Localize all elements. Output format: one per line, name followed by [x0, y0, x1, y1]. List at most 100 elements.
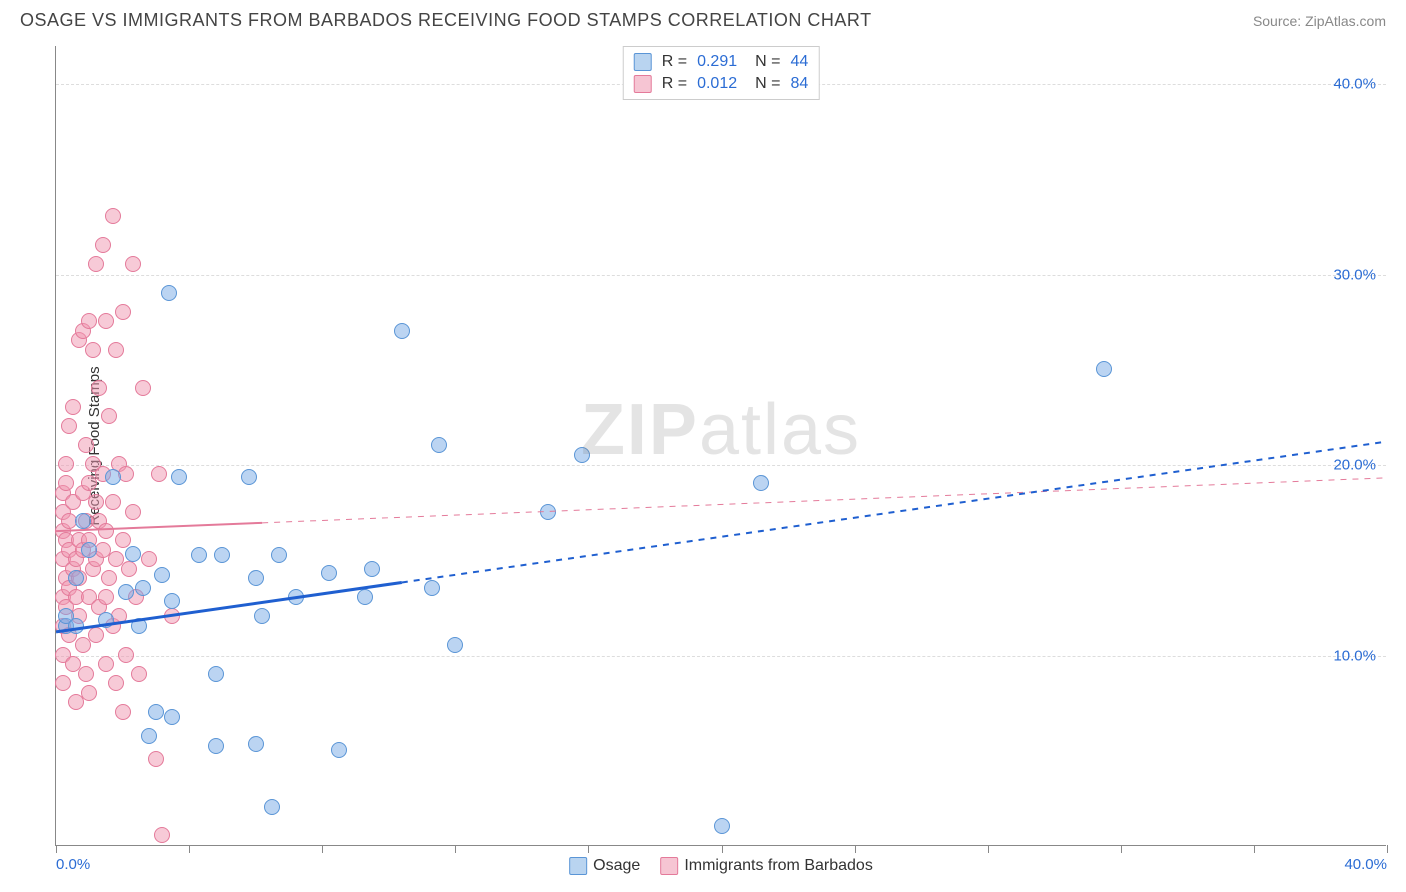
data-point	[321, 565, 337, 581]
data-point	[125, 504, 141, 520]
data-point	[394, 323, 410, 339]
data-point	[540, 504, 556, 520]
legend-bottom: Osage Immigrants from Barbados	[569, 857, 873, 875]
data-point	[85, 342, 101, 358]
data-point	[98, 612, 114, 628]
data-point	[108, 342, 124, 358]
data-point	[208, 738, 224, 754]
swatch-series2	[634, 75, 652, 93]
data-point	[91, 380, 107, 396]
data-point	[148, 704, 164, 720]
data-point	[1096, 361, 1112, 377]
data-point	[55, 675, 71, 691]
data-point	[121, 561, 137, 577]
r-value-series2: 0.012	[697, 75, 737, 93]
data-point	[81, 313, 97, 329]
data-point	[214, 547, 230, 563]
swatch-series2	[660, 857, 678, 875]
data-point	[58, 475, 74, 491]
data-point	[753, 475, 769, 491]
title-bar: OSAGE VS IMMIGRANTS FROM BARBADOS RECEIV…	[0, 0, 1406, 36]
r-label: R =	[662, 75, 687, 93]
data-point	[78, 437, 94, 453]
source-prefix: Source:	[1253, 13, 1305, 29]
data-point	[135, 380, 151, 396]
data-point	[98, 523, 114, 539]
data-point	[431, 437, 447, 453]
data-point	[364, 561, 380, 577]
data-point	[78, 666, 94, 682]
watermark-light: atlas	[699, 390, 861, 470]
grid-line	[56, 656, 1386, 657]
data-point	[357, 589, 373, 605]
data-point	[164, 593, 180, 609]
data-point	[154, 827, 170, 843]
data-point	[81, 685, 97, 701]
data-point	[88, 494, 104, 510]
data-point	[101, 570, 117, 586]
data-point	[248, 736, 264, 752]
data-point	[105, 494, 121, 510]
x-tick	[56, 845, 57, 853]
n-value-series2: 84	[790, 75, 808, 93]
legend-row-series2: R = 0.012 N = 84	[634, 73, 809, 95]
data-point	[95, 237, 111, 253]
data-point	[264, 799, 280, 815]
y-tick-label: 20.0%	[1333, 457, 1376, 474]
data-point	[254, 608, 270, 624]
y-tick-label: 40.0%	[1333, 76, 1376, 93]
data-point	[171, 469, 187, 485]
data-point	[131, 618, 147, 634]
data-point	[125, 546, 141, 562]
data-point	[161, 285, 177, 301]
data-point	[108, 675, 124, 691]
data-point	[331, 742, 347, 758]
n-label: N =	[755, 75, 780, 93]
x-tick-label: 40.0%	[1344, 856, 1387, 873]
data-point	[98, 656, 114, 672]
data-point	[105, 469, 121, 485]
data-point	[125, 256, 141, 272]
x-tick	[988, 845, 989, 853]
legend-item-series2: Immigrants from Barbados	[660, 857, 873, 875]
data-point	[271, 547, 287, 563]
data-point	[141, 551, 157, 567]
data-point	[118, 584, 134, 600]
legend-top: R = 0.291 N = 44 R = 0.012 N = 84	[623, 46, 820, 100]
data-point	[98, 313, 114, 329]
n-label: N =	[755, 53, 780, 71]
data-point	[208, 666, 224, 682]
data-point	[98, 589, 114, 605]
x-tick-label: 0.0%	[56, 856, 90, 873]
watermark: ZIPatlas	[581, 389, 861, 471]
legend-label-series2: Immigrants from Barbados	[684, 857, 873, 875]
grid-line	[56, 275, 1386, 276]
data-point	[288, 589, 304, 605]
data-point	[101, 408, 117, 424]
x-tick	[588, 845, 589, 853]
data-point	[115, 704, 131, 720]
scatter-chart: ZIPatlas R = 0.291 N = 44 R = 0.012 N = …	[55, 46, 1386, 846]
data-point	[164, 608, 180, 624]
x-tick	[322, 845, 323, 853]
x-tick	[1254, 845, 1255, 853]
data-point	[118, 647, 134, 663]
x-tick	[1121, 845, 1122, 853]
data-point	[164, 709, 180, 725]
data-point	[148, 751, 164, 767]
x-tick	[455, 845, 456, 853]
source-credit: Source: ZipAtlas.com	[1253, 13, 1386, 29]
x-tick	[855, 845, 856, 853]
source-name: ZipAtlas.com	[1305, 13, 1386, 29]
r-label: R =	[662, 53, 687, 71]
n-value-series1: 44	[790, 53, 808, 71]
data-point	[105, 208, 121, 224]
data-point	[61, 418, 77, 434]
swatch-series1	[634, 53, 652, 71]
data-point	[154, 567, 170, 583]
legend-label-series1: Osage	[593, 857, 640, 875]
data-point	[88, 256, 104, 272]
data-point	[75, 513, 91, 529]
data-point	[131, 666, 147, 682]
y-tick-label: 10.0%	[1333, 647, 1376, 664]
